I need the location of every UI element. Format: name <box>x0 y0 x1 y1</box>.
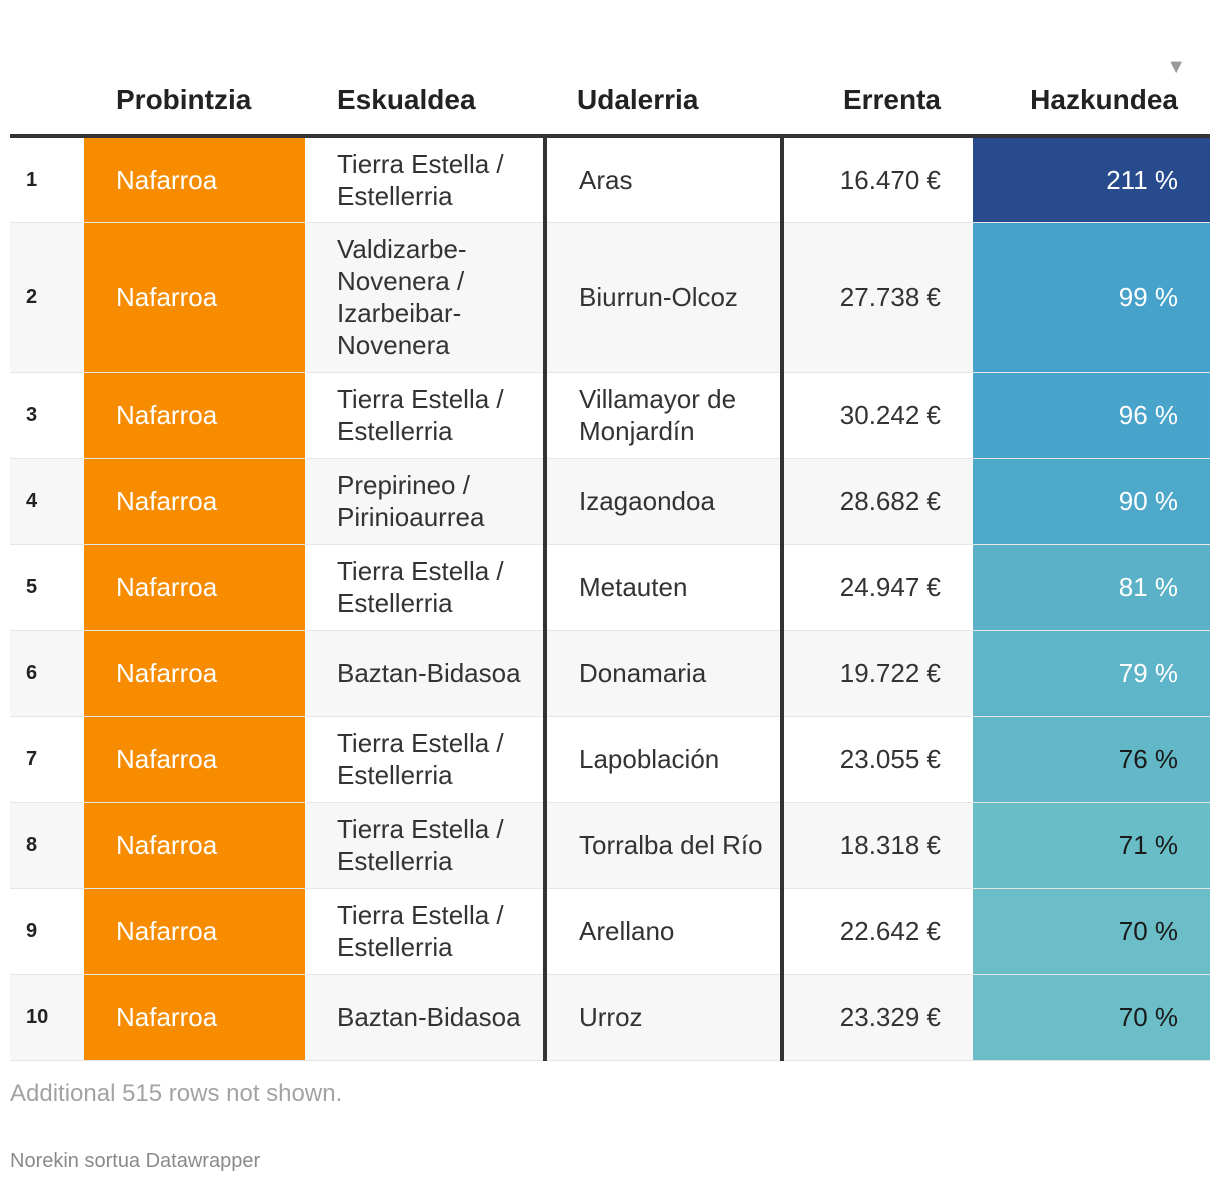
header-hazkundea[interactable]: ▼ Hazkundea <box>973 0 1210 138</box>
table-row: 4 Nafarroa Prepirineo / Pirinioaurrea Izaga… <box>10 458 1210 545</box>
udalerria-cell: Urroz <box>543 974 782 1061</box>
rank-cell: 8 <box>10 802 84 889</box>
probintzia-cell: Nafarroa <box>84 716 305 803</box>
udalerria-cell: Metauten <box>543 544 782 631</box>
errenta-cell: 18.318 € <box>780 802 973 889</box>
rank-cell: 3 <box>10 372 84 459</box>
header-row: Probintzia Eskualdea Udalerria Errenta ▼… <box>10 0 1210 138</box>
table-row: 2 Nafarroa Valdizarbe-Novenera / Izarbeiba… <box>10 222 1210 373</box>
eskualdea-cell: Tierra Estella / Estellerria <box>305 802 545 889</box>
udalerria-cell: Torralba del Río <box>543 802 782 889</box>
eskualdea-cell: Valdizarbe-Novenera / Izarbeibar-Novener… <box>305 222 545 373</box>
probintzia-cell: Nafarroa <box>84 888 305 975</box>
errenta-cell: 23.055 € <box>780 716 973 803</box>
probintzia-cell: Nafarroa <box>84 372 305 459</box>
rank-cell: 2 <box>10 222 84 373</box>
udalerria-cell: Arellano <box>543 888 782 975</box>
hazkundea-cell: 96 % <box>973 372 1210 459</box>
eskualdea-cell: Baztan-Bidasoa <box>305 630 545 717</box>
rank-cell: 6 <box>10 630 84 717</box>
sort-descending-icon[interactable]: ▼ <box>1166 56 1186 78</box>
rank-cell: 7 <box>10 716 84 803</box>
credit-link[interactable]: Norekin sortua Datawrapper <box>10 1150 261 1172</box>
udalerria-cell: Villamayor de Monjardín <box>543 372 782 459</box>
table-row: 7 Nafarroa Tierra Estella / Estellerria Lap… <box>10 716 1210 803</box>
rank-cell: 5 <box>10 544 84 631</box>
probintzia-cell: Nafarroa <box>84 458 305 545</box>
rank-cell: 1 <box>10 136 84 223</box>
errenta-cell: 16.470 € <box>780 136 973 223</box>
rank-cell: 10 <box>10 974 84 1061</box>
eskualdea-cell: Tierra Estella / Estellerria <box>305 716 545 803</box>
table-row: 8 Nafarroa Tierra Estella / Estellerria Tor… <box>10 802 1210 889</box>
hazkundea-cell: 76 % <box>973 716 1210 803</box>
eskualdea-cell: Tierra Estella / Estellerria <box>305 888 545 975</box>
hazkundea-cell: 79 % <box>973 630 1210 717</box>
hazkundea-cell: 90 % <box>973 458 1210 545</box>
hazkundea-cell: 71 % <box>973 802 1210 889</box>
udalerria-cell: Donamaria <box>543 630 782 717</box>
probintzia-cell: Nafarroa <box>84 544 305 631</box>
table-row: 10 Nafarroa Baztan-Bidasoa Urroz 23.329 €70 … <box>10 974 1210 1061</box>
probintzia-cell: Nafarroa <box>84 802 305 889</box>
probintzia-cell: Nafarroa <box>84 974 305 1061</box>
eskualdea-cell: Tierra Estella / Estellerria <box>305 372 545 459</box>
header-probintzia[interactable]: Probintzia <box>84 0 305 138</box>
table-row: 5 Nafarroa Tierra Estella / Estellerria Met… <box>10 544 1210 631</box>
header-udalerria[interactable]: Udalerria <box>545 0 782 138</box>
errenta-cell: 19.722 € <box>780 630 973 717</box>
errenta-cell: 22.642 € <box>780 888 973 975</box>
hazkundea-cell: 81 % <box>973 544 1210 631</box>
table-row: 3 Nafarroa Tierra Estella / Estellerria Vil… <box>10 372 1210 459</box>
header-rank <box>10 0 84 138</box>
rank-cell: 4 <box>10 458 84 545</box>
hazkundea-cell: 70 % <box>973 888 1210 975</box>
table-row: 9 Nafarroa Tierra Estella / Estellerria Are… <box>10 888 1210 975</box>
data-table-container: Probintzia Eskualdea Udalerria Errenta ▼… <box>10 0 1210 1061</box>
header-hazkundea-label: Hazkundea <box>1030 84 1178 115</box>
errenta-cell: 28.682 € <box>780 458 973 545</box>
errenta-cell: 23.329 € <box>780 974 973 1061</box>
eskualdea-cell: Baztan-Bidasoa <box>305 974 545 1061</box>
rank-cell: 9 <box>10 888 84 975</box>
eskualdea-cell: Tierra Estella / Estellerria <box>305 136 545 223</box>
table-row: 6 Nafarroa Baztan-Bidasoa Donamaria 19.722 €… <box>10 630 1210 717</box>
errenta-cell: 30.242 € <box>780 372 973 459</box>
eskualdea-cell: Tierra Estella / Estellerria <box>305 544 545 631</box>
errenta-cell: 27.738 € <box>780 222 973 373</box>
udalerria-cell: Aras <box>543 136 782 223</box>
header-errenta[interactable]: Errenta <box>782 0 973 138</box>
probintzia-cell: Nafarroa <box>84 630 305 717</box>
probintzia-cell: Nafarroa <box>84 222 305 373</box>
header-eskualdea[interactable]: Eskualdea <box>305 0 545 138</box>
eskualdea-cell: Prepirineo / Pirinioaurrea <box>305 458 545 545</box>
udalerria-cell: Izagaondoa <box>543 458 782 545</box>
probintzia-cell: Nafarroa <box>84 136 305 223</box>
udalerria-cell: Lapoblación <box>543 716 782 803</box>
udalerria-cell: Biurrun-Olcoz <box>543 222 782 373</box>
hazkundea-cell: 70 % <box>973 974 1210 1061</box>
table-notes: Additional 515 rows not shown. <box>10 1080 343 1107</box>
errenta-cell: 24.947 € <box>780 544 973 631</box>
data-table: Probintzia Eskualdea Udalerria Errenta ▼… <box>10 0 1210 1061</box>
hazkundea-cell: 211 % <box>973 136 1210 223</box>
hazkundea-cell: 99 % <box>973 222 1210 373</box>
table-row: 1 Nafarroa Tierra Estella / Estellerria Ara… <box>10 136 1210 223</box>
table-body: 1 Nafarroa Tierra Estella / Estellerria Ara… <box>10 136 1210 1061</box>
